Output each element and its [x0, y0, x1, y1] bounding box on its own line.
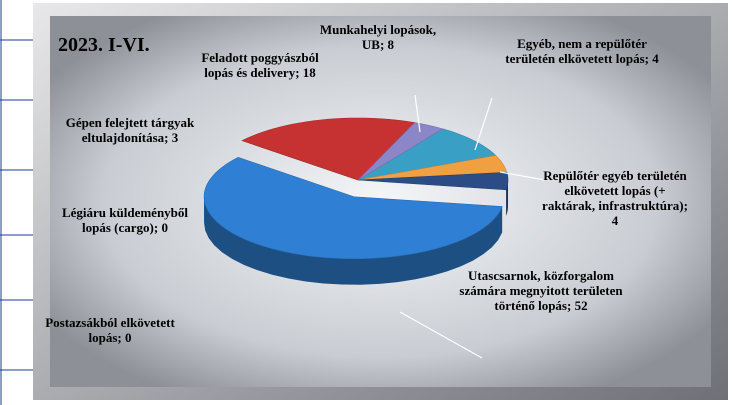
- slice: [241, 117, 416, 181]
- slice-label: Munkahelyi lopások, UB; 8: [319, 22, 437, 52]
- slice-label: Egyéb, nem a repülőtér területén elkövet…: [505, 36, 659, 66]
- slice-top: [357, 155, 508, 181]
- slice-label: Feladott poggyászból lopás és delivery; …: [201, 50, 319, 80]
- slice-top: [241, 117, 416, 181]
- slice-top: [357, 128, 497, 181]
- slice: [357, 155, 508, 181]
- slice: [203, 157, 503, 285]
- slice-top: [357, 122, 444, 181]
- slice-label: Gépen felejtett tárgyak eltulajdonítása;…: [65, 115, 195, 145]
- slice-label: Légiáru küldeményből lopás (cargo); 0: [61, 205, 189, 235]
- left-strip: [0, 0, 34, 405]
- slice-label: Repülőtér egyéb területén elkövetett lop…: [542, 168, 688, 228]
- slice: [357, 122, 444, 181]
- slice-side: [204, 196, 503, 285]
- pie: [203, 117, 509, 285]
- leader-lines: [399, 94, 546, 359]
- slice-label: Utascsarnok, közforgalom számára megnyit…: [459, 268, 623, 313]
- slice: [357, 128, 497, 181]
- chart-title: 2023. I-VI.: [58, 34, 150, 56]
- slice-top: [203, 157, 503, 260]
- slice-label: Postazsákból elkövetett lopás; 0: [45, 315, 175, 345]
